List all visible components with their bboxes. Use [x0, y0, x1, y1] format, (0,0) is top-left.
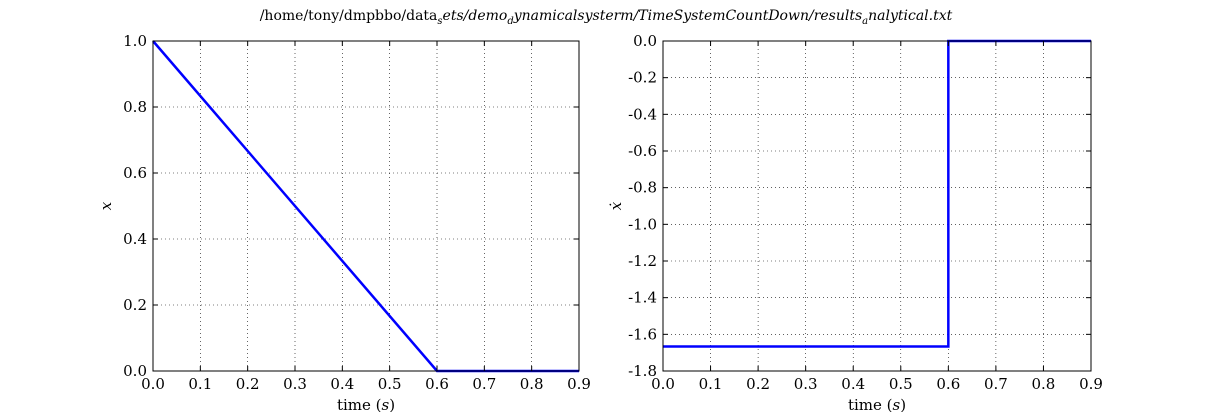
- y-tick-label: 0.8: [123, 98, 147, 116]
- y-tick-label: -1.6: [628, 325, 657, 343]
- x-tick-label: 0.6: [936, 375, 960, 393]
- title-part-sub2: d: [507, 16, 513, 27]
- x-axis-label-close: ): [900, 396, 906, 412]
- x-tick-label: 0.8: [1032, 375, 1056, 393]
- y-tick-label: 1.0: [123, 32, 147, 50]
- x-tick-label: 0.4: [841, 375, 865, 393]
- y-axis-label: ẋ: [607, 201, 625, 210]
- y-tick-label: 0.6: [123, 164, 147, 182]
- x-tick-label: 0.1: [699, 375, 723, 393]
- y-tick-label: -0.4: [628, 105, 657, 123]
- y-tick-label: 0.0: [633, 32, 657, 50]
- x-axis-label: time (s): [848, 396, 906, 412]
- subplot-1: 0.0 0.1 0.2 0.3 0.4 0.5 0.6 0.7 0.8 0.9 0.0 0.2 0.4 0…: [97, 32, 591, 412]
- x-axis-label-text: time (: [337, 396, 382, 412]
- y-tick-label: -1.0: [628, 215, 657, 233]
- subplot-2: 0.0 0.1 0.2 0.3 0.4 0.5 0.6 0.7 0.8 0.9 0.0 -0.2 -0.…: [607, 32, 1103, 412]
- y-tick-label: 0.4: [123, 230, 147, 248]
- x-tick-label: 0.5: [889, 375, 913, 393]
- x-tick-label: 0.0: [141, 375, 165, 393]
- x-axis-label-close: ): [389, 396, 395, 412]
- y-tick-label: -0.6: [628, 142, 657, 160]
- figure-title: /home/tony/dmpbbo/datasets/demodynamical…: [260, 8, 953, 27]
- y-tick-label: 0.0: [123, 362, 147, 380]
- y-tick-label: -1.2: [628, 252, 657, 270]
- series-line-1: [663, 39, 1091, 348]
- x-tick-label: 0.7: [984, 375, 1008, 393]
- x-tick-label: 0.2: [236, 375, 260, 393]
- x-axis-label-unit: s: [381, 396, 389, 412]
- title-part-sub3: a: [862, 16, 868, 27]
- x-tick-label: 0.3: [794, 375, 818, 393]
- y-tick-label: -1.8: [628, 362, 657, 380]
- x-tick-label: 0.9: [1079, 375, 1103, 393]
- x-axis-label: time (s): [337, 396, 395, 412]
- x-tick-label: 0.5: [378, 375, 402, 393]
- title-part-rest: ynamicalsysterm/TimeSystemCountDown/resu…: [513, 8, 862, 24]
- x-tick-label: 0.1: [188, 375, 212, 393]
- y-axis-label: x: [97, 201, 115, 210]
- y-tick-label: -0.8: [628, 179, 657, 197]
- y-tick-label: 0.2: [123, 296, 147, 314]
- x-axis-label-unit: s: [892, 396, 900, 412]
- x-tick-label: 0.4: [330, 375, 354, 393]
- plot-frame: [152, 40, 580, 372]
- x-tick-label: 0.7: [472, 375, 496, 393]
- x-tick-label: 0.9: [567, 375, 591, 393]
- y-tick-label: -1.4: [628, 289, 657, 307]
- x-tick-label: 0.0: [651, 375, 675, 393]
- x-axis-label-text: time (: [848, 396, 893, 412]
- title-part-sub1: s: [437, 16, 442, 27]
- series-line-1: [152, 40, 579, 373]
- x-tick-label: 0.2: [746, 375, 770, 393]
- title-part-end: nalytical.txt: [868, 8, 952, 24]
- x-tick-label: 0.3: [283, 375, 307, 393]
- y-tick-label: -0.2: [628, 69, 657, 87]
- title-part-mid: ets/demo: [443, 8, 508, 24]
- title-part-main: /home/tony/dmpbbo/data: [260, 8, 438, 24]
- x-tick-label: 0.8: [520, 375, 544, 393]
- plot-layer: 0.0 0.1 0.2 0.3 0.4 0.5 0.6 0.7 0.8 0.90.00.20.40…: [97, 32, 1103, 412]
- x-tick-label: 0.6: [425, 375, 449, 393]
- plot-frame: [662, 40, 1092, 372]
